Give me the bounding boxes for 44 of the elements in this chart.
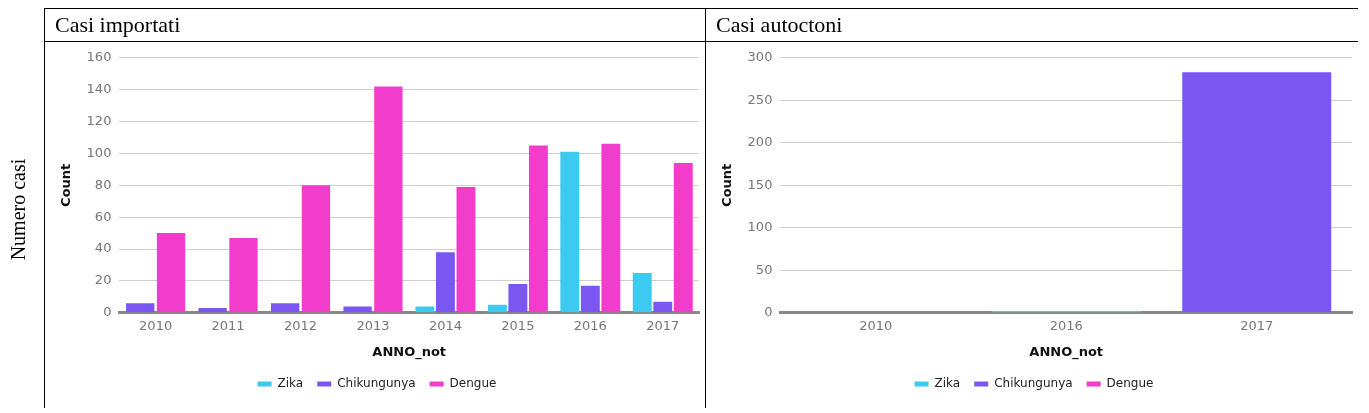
- y-tick-label: 150: [747, 176, 773, 192]
- y-tick-label: 100: [86, 144, 112, 160]
- x-tick-label: 2014: [428, 317, 462, 333]
- legend-label: Zika: [277, 376, 304, 391]
- legend-label: Zika: [934, 376, 961, 391]
- chart-title: Casi autoctoni: [706, 8, 1358, 42]
- y-tick-label: 50: [755, 261, 773, 277]
- x-tick-label: 2016: [573, 317, 607, 333]
- legend-label: Dengue: [449, 376, 497, 391]
- y-tick-label: 80: [94, 176, 112, 192]
- chart-title: Casi importati: [45, 8, 705, 42]
- legend-label: Dengue: [1106, 376, 1154, 391]
- x-tick-label: 2017: [646, 317, 680, 333]
- bar: [415, 306, 435, 313]
- x-tick-label: 2016: [1049, 317, 1083, 333]
- bar: [632, 272, 652, 313]
- y-tick-label: 200: [747, 134, 773, 150]
- y-tick-label: 20: [94, 272, 112, 288]
- x-tick-label: 2011: [211, 317, 245, 333]
- x-tick-label: 2017: [1240, 317, 1274, 333]
- bar: [560, 151, 580, 313]
- y-tick-label: 140: [86, 81, 112, 97]
- y-tick-label: 0: [764, 304, 773, 320]
- y-tick-label: 40: [94, 240, 112, 256]
- legend-label: Chikungunya: [337, 376, 416, 391]
- legend-label: Chikungunya: [994, 376, 1073, 391]
- y-tick-label: 60: [94, 208, 112, 224]
- y-tick-label: 250: [747, 91, 773, 107]
- y-axis-title: Count: [58, 163, 74, 207]
- x-axis-title: ANNO_not: [1029, 343, 1104, 360]
- x-tick-label: 2012: [283, 317, 318, 333]
- x-tick-label: 2015: [501, 317, 535, 333]
- y-tick-label: 120: [86, 112, 112, 128]
- x-tick-label: 2010: [859, 317, 893, 333]
- text: Numero casi: [6, 157, 30, 263]
- y-tick-label: 160: [86, 49, 112, 65]
- y-tick-label: 300: [747, 49, 773, 65]
- x-axis-title: ANNO_not: [372, 343, 447, 360]
- x-tick-label: 2010: [139, 317, 173, 333]
- y-axis-title: Count: [719, 163, 735, 207]
- y-tick-label: 0: [103, 304, 112, 320]
- y-tick-label: 100: [747, 219, 773, 235]
- bar: [487, 304, 507, 313]
- x-tick-label: 2013: [356, 317, 390, 333]
